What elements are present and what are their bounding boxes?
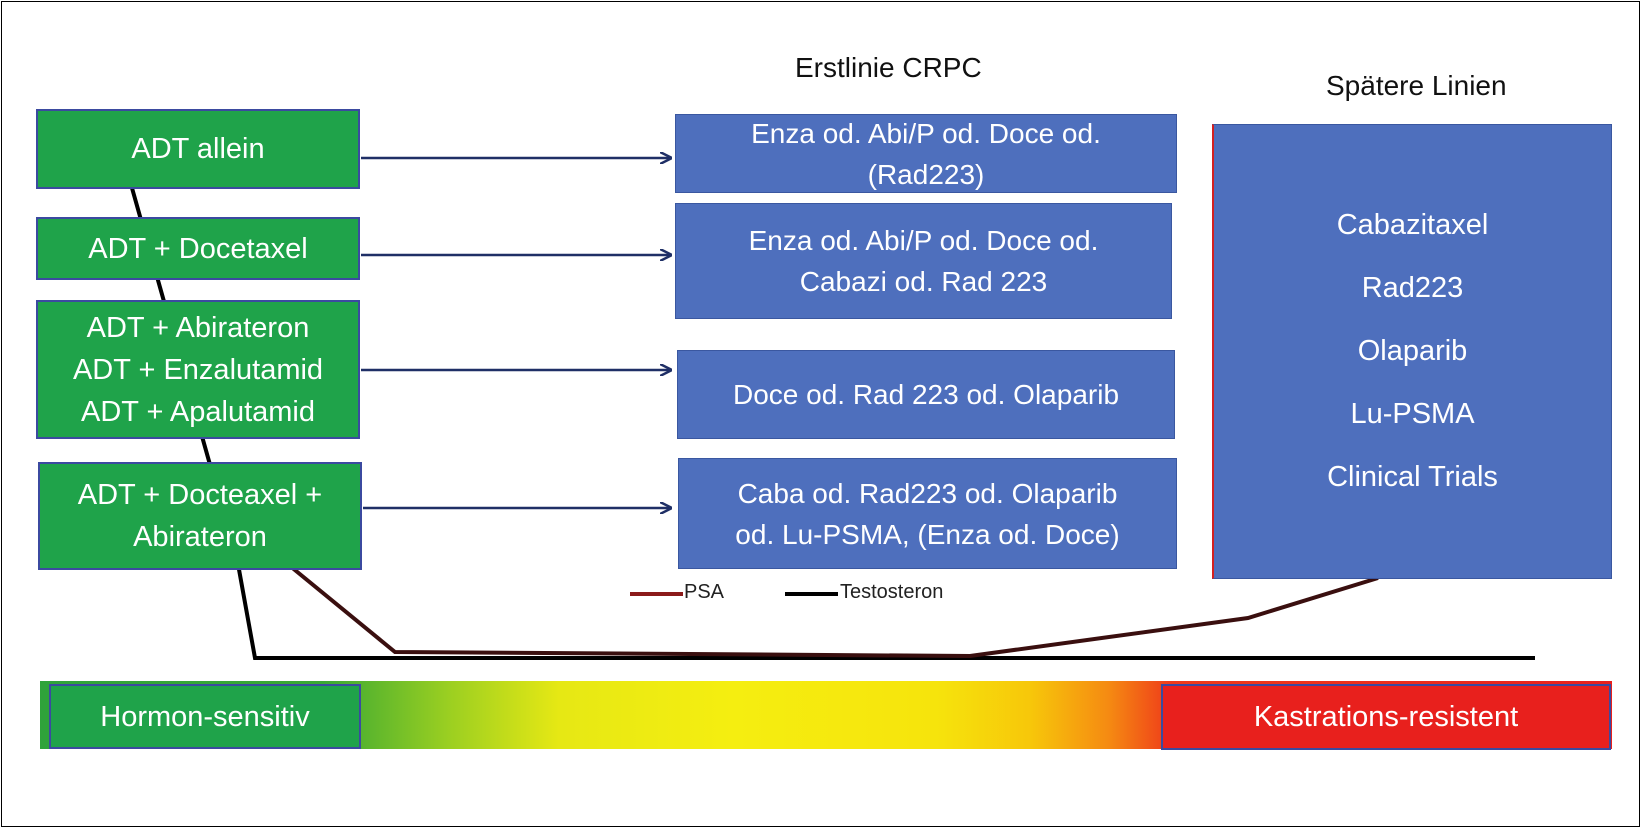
first-line-box-1: Enza od. Abi/P od. Doce od. (Rad223) (675, 114, 1177, 193)
stage-label: Hormon-sensitiv (100, 700, 310, 733)
later-item: Rad223 (1361, 272, 1464, 304)
later-lines-box: Cabazitaxel Rad223 Olaparib Lu-PSMA Clin… (1212, 124, 1612, 579)
box-line: ADT + Apalutamid (80, 395, 315, 428)
stage-hormone-sensitive: Hormon-sensitiv (49, 684, 361, 749)
header-first-line: Erstlinie CRPC (795, 52, 982, 83)
box-adt-hormonal: ADT + Abirateron ADT + Enzalutamid ADT +… (36, 300, 360, 439)
box-line: (Rad223) (867, 158, 985, 190)
box-line: Abirateron (133, 521, 267, 553)
box-line: Enza od. Abi/P od. Doce od. (748, 225, 1099, 256)
box-line: ADT + Docteaxel + (77, 479, 323, 511)
box-line: ADT + Docetaxel (88, 232, 308, 265)
psa-curve (288, 564, 1379, 659)
box-line: Doce od. Rad 223 od. Olaparib (732, 379, 1120, 410)
legend-testosterone-label: Testosteron (840, 581, 944, 603)
box-line: Caba od. Rad223 od. Olaparib (737, 477, 1118, 509)
stage-castration-resistant: Kastrations-resistent (1161, 684, 1611, 750)
box-line: od. Lu-PSMA, (Enza od. Doce) (735, 518, 1120, 550)
later-item: Lu-PSMA (1350, 398, 1475, 430)
box-adt-docetaxel-abirateron: ADT + Docteaxel + Abirateron (38, 462, 362, 570)
box-line: ADT + Enzalutamid (72, 353, 324, 386)
later-item: Clinical Trials (1327, 461, 1498, 493)
header-later-lines: Spätere Linien (1326, 70, 1507, 101)
box-adt-docetaxel: ADT + Docetaxel (36, 217, 360, 280)
box-line: Cabazi od. Rad 223 (799, 266, 1048, 297)
first-line-box-4: Caba od. Rad223 od. Olaparib od. Lu-PSMA… (678, 458, 1177, 569)
box-line: ADT + Abirateron (86, 311, 310, 344)
box-line: ADT allein (131, 133, 265, 165)
stage-label: Kastrations-resistent (1253, 700, 1519, 733)
box-adt-alone: ADT allein (36, 109, 360, 189)
box-line: Enza od. Abi/P od. Doce od. (751, 117, 1101, 149)
first-line-box-2: Enza od. Abi/P od. Doce od. Cabazi od. R… (675, 203, 1172, 319)
legend-psa-label: PSA (684, 581, 725, 603)
first-line-box-3: Doce od. Rad 223 od. Olaparib (677, 350, 1175, 439)
later-item: Olaparib (1357, 335, 1468, 367)
later-item: Cabazitaxel (1336, 209, 1489, 241)
